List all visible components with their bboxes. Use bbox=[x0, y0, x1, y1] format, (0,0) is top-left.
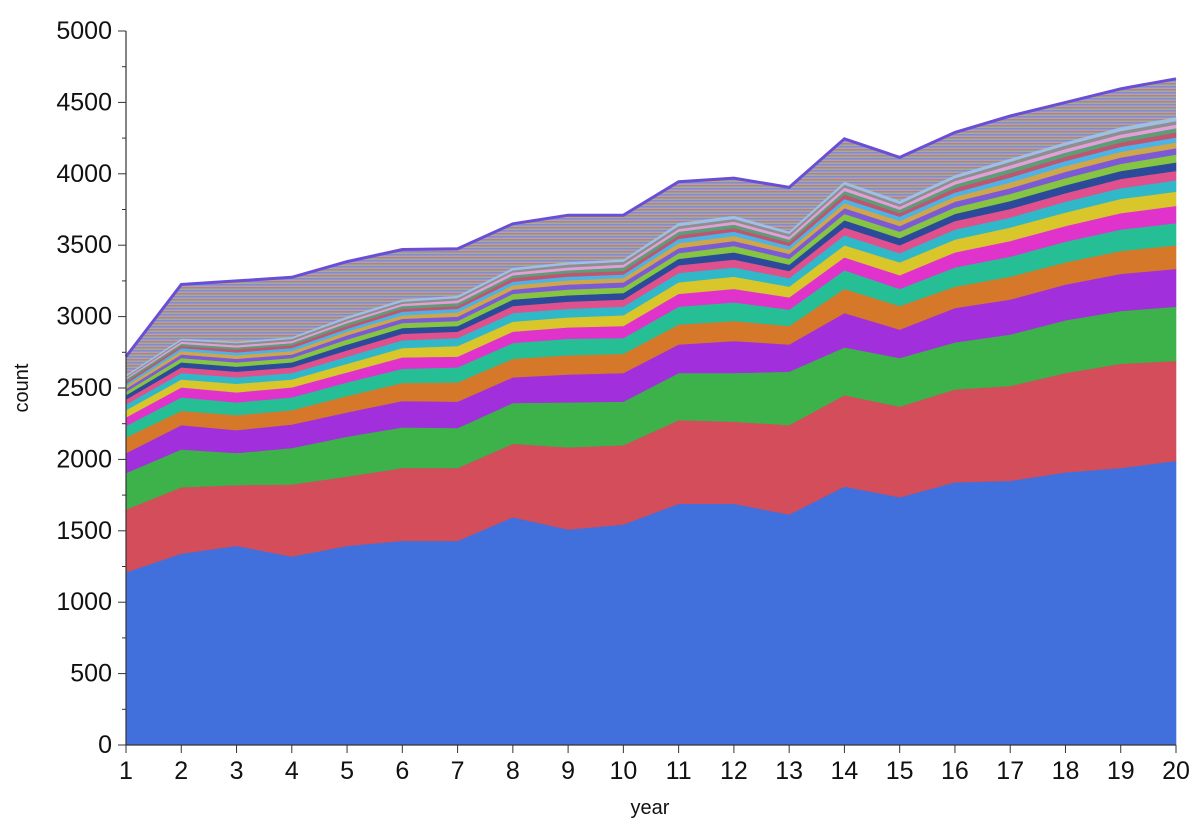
y-tick-label: 3000 bbox=[56, 303, 112, 331]
area-series-group bbox=[124, 77, 1177, 746]
y-tick-label: 4500 bbox=[56, 88, 112, 116]
x-tick-label: 15 bbox=[886, 757, 914, 785]
x-tick-label: 2 bbox=[174, 757, 188, 785]
y-tick-label: 500 bbox=[70, 660, 112, 688]
x-tick-label: 1 bbox=[119, 757, 133, 785]
x-axis-label: year bbox=[631, 797, 670, 819]
x-tick-label: 5 bbox=[340, 757, 354, 785]
area-series-21 bbox=[126, 78, 1176, 376]
x-tick-label: 16 bbox=[941, 757, 969, 785]
y-tick-label: 2500 bbox=[56, 374, 112, 402]
y-tick-label: 5000 bbox=[56, 17, 112, 45]
y-tick-label: 1000 bbox=[56, 588, 112, 616]
x-tick-label: 7 bbox=[451, 757, 465, 785]
y-tick-label: 3500 bbox=[56, 231, 112, 259]
x-tick-label: 19 bbox=[1107, 757, 1135, 785]
axes-group: 0 500 1000 1500 2000 2500 3000 3500 4000 4500 5000… bbox=[56, 17, 1190, 785]
y-tick-label: 4000 bbox=[56, 160, 112, 188]
x-tick-label: 4 bbox=[285, 757, 299, 785]
x-tick-label: 20 bbox=[1162, 757, 1190, 785]
x-tick-label: 10 bbox=[609, 757, 637, 785]
x-tick-label: 3 bbox=[230, 757, 244, 785]
y-tick-label: 0 bbox=[98, 731, 112, 759]
x-tick-label: 17 bbox=[996, 757, 1024, 785]
x-tick-label: 12 bbox=[720, 757, 748, 785]
x-tick-label: 13 bbox=[775, 757, 803, 785]
x-tick-label: 6 bbox=[395, 757, 409, 785]
x-tick-label: 14 bbox=[831, 757, 859, 785]
y-tick-label: 1500 bbox=[56, 517, 112, 545]
x-tick-label: 8 bbox=[506, 757, 520, 785]
x-tick-label: 11 bbox=[666, 757, 692, 785]
x-tick-label: 18 bbox=[1052, 757, 1080, 785]
stack-top-outline bbox=[124, 77, 1177, 358]
x-tick-label: 9 bbox=[561, 757, 575, 785]
y-tick-label: 2000 bbox=[56, 445, 112, 473]
y-axis-label: count bbox=[11, 363, 33, 412]
